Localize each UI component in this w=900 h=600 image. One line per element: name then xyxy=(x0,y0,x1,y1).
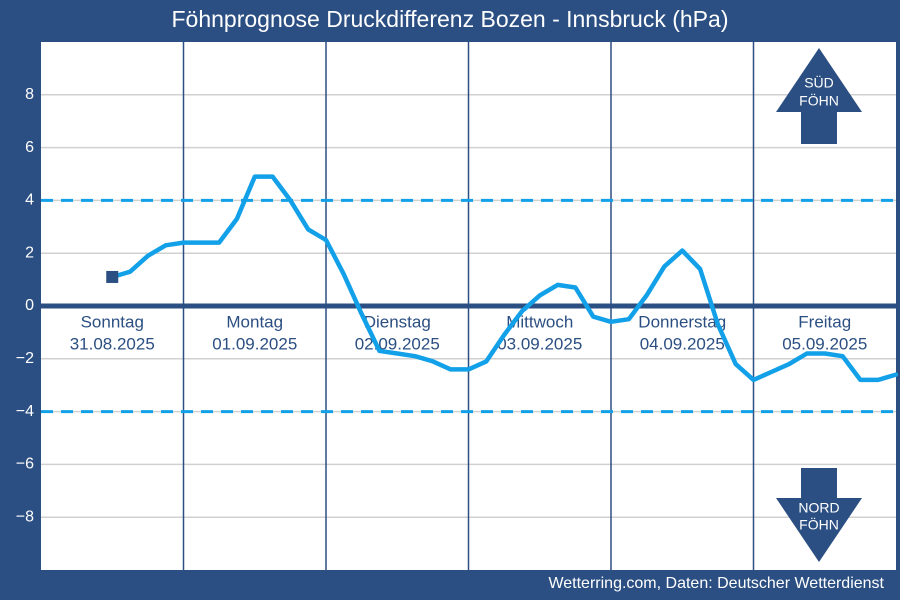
day-name: Mittwoch xyxy=(506,312,573,331)
y-tick-label: −6 xyxy=(16,456,34,473)
day-name: Donnerstag xyxy=(638,312,726,331)
y-tick-label: 2 xyxy=(25,244,34,261)
data-line xyxy=(110,174,899,383)
y-tick-label: −2 xyxy=(16,350,34,367)
y-tick-label: −4 xyxy=(16,403,34,420)
start-marker xyxy=(106,270,119,283)
day-date: 31.08.2025 xyxy=(70,334,155,353)
day-date: 05.09.2025 xyxy=(782,334,867,353)
annotation: NORD xyxy=(798,500,839,516)
day-name: Freitag xyxy=(798,312,851,331)
day-name: Sonntag xyxy=(81,312,144,331)
y-tick-label: 0 xyxy=(25,297,34,314)
annotation: FÖHN xyxy=(799,92,839,109)
annotation: FÖHN xyxy=(799,516,839,533)
y-tick-label: 4 xyxy=(25,192,34,209)
day-name: Montag xyxy=(226,312,283,331)
y-tick-label: 6 xyxy=(25,139,34,156)
day-date: 02.09.2025 xyxy=(355,334,440,353)
y-tick-label: −8 xyxy=(16,508,34,525)
annotation: SÜD xyxy=(804,74,834,91)
day-name: Dienstag xyxy=(364,312,431,331)
source: Wetterring.com, Daten: Deutscher Wetterd… xyxy=(548,575,884,592)
day-date: 04.09.2025 xyxy=(640,334,725,353)
day-date: 01.09.2025 xyxy=(212,334,297,353)
arrow-up xyxy=(776,48,862,144)
day-date: 03.09.2025 xyxy=(497,334,582,353)
chart-title: Föhnprognose Druckdifferenz Bozen - Inns… xyxy=(172,6,729,32)
arrow-down xyxy=(776,468,862,562)
y-tick-label: 8 xyxy=(25,86,34,103)
